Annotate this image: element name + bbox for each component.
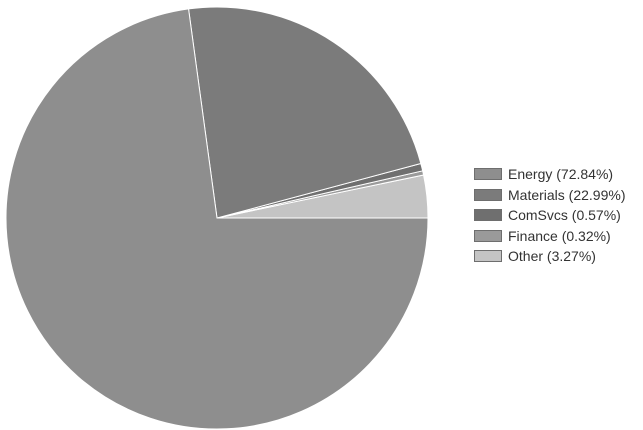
legend-swatch-other: [474, 250, 502, 263]
legend-item-energy: Energy (72.84%): [474, 164, 626, 185]
legend-swatch-materials: [474, 188, 502, 201]
legend-item-comsvcs: ComSvcs (0.57%): [474, 205, 626, 226]
legend-item-finance: Finance (0.32%): [474, 226, 626, 247]
legend-label-energy: Energy (72.84%): [508, 166, 614, 183]
legend-label-other: Other (3.27%): [508, 248, 596, 265]
pie-chart: [5, 6, 429, 430]
legend-label-finance: Finance (0.32%): [508, 227, 611, 244]
legend-item-materials: Materials (22.99%): [474, 185, 626, 206]
legend-label-comsvcs: ComSvcs (0.57%): [508, 207, 621, 224]
legend-swatch-finance: [474, 229, 502, 242]
legend: Energy (72.84%) Materials (22.99%) ComSv…: [474, 164, 626, 267]
legend-item-other: Other (3.27%): [474, 246, 626, 267]
legend-swatch-comsvcs: [474, 209, 502, 222]
pie-slice-materials: [187, 6, 422, 219]
pie-slices: [5, 6, 429, 430]
pie-slice-energy: [5, 8, 429, 430]
legend-label-materials: Materials (22.99%): [508, 186, 626, 203]
legend-swatch-energy: [474, 168, 502, 181]
